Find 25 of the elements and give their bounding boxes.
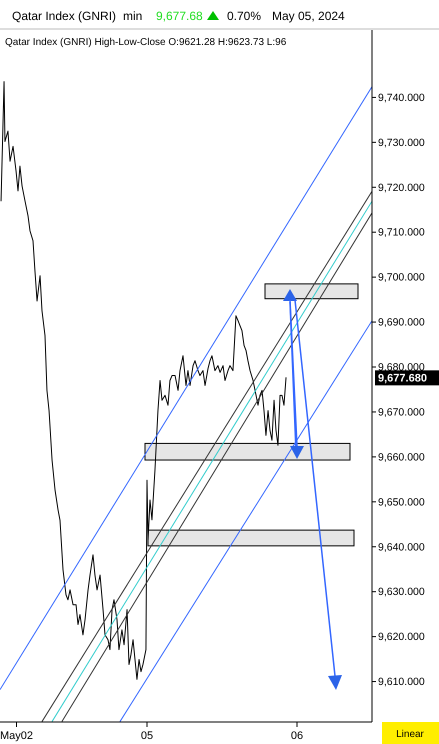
y-tick-label: 9,620.000 — [378, 631, 425, 644]
text: 9,677.68 — [156, 9, 204, 23]
text: Qatar Index (GNRI) High-Low-Close O:9621.28 H:9623.73 L:96 — [5, 37, 287, 48]
text: min — [123, 9, 142, 23]
x-tick-label: 06 — [290, 730, 304, 742]
y-tick-label: 9,720.000 — [378, 182, 425, 194]
y-tick-label: 9,650.000 — [378, 496, 425, 508]
text: Linear — [396, 729, 425, 740]
chart-title: Qatar Index (GNRI) — [12, 9, 116, 23]
x-tick-label: 05 — [140, 730, 154, 742]
x-tick-label: May02 — [0, 730, 34, 742]
y-tick-label: 9,640.000 — [378, 541, 425, 554]
y-tick-label: 9,610.000 — [378, 676, 425, 688]
y-tick-label: 9,680.000 — [378, 362, 425, 374]
text: 9,677.680 — [378, 372, 427, 384]
y-tick-label: 9,630.000 — [378, 586, 425, 598]
y-tick-label: 9,700.000 — [378, 272, 425, 284]
y-tick-label: 9,670.000 — [378, 406, 425, 418]
y-tick-label: 9,740.000 — [378, 92, 425, 104]
y-tick-label: 9,710.000 — [378, 226, 425, 239]
text: May 05, 2024 — [272, 9, 346, 23]
text: 0.70% — [227, 9, 262, 23]
y-tick-label: 9,690.000 — [378, 316, 425, 329]
y-tick-label: 9,730.000 — [378, 136, 425, 149]
y-tick-label: 9,660.000 — [378, 451, 425, 464]
